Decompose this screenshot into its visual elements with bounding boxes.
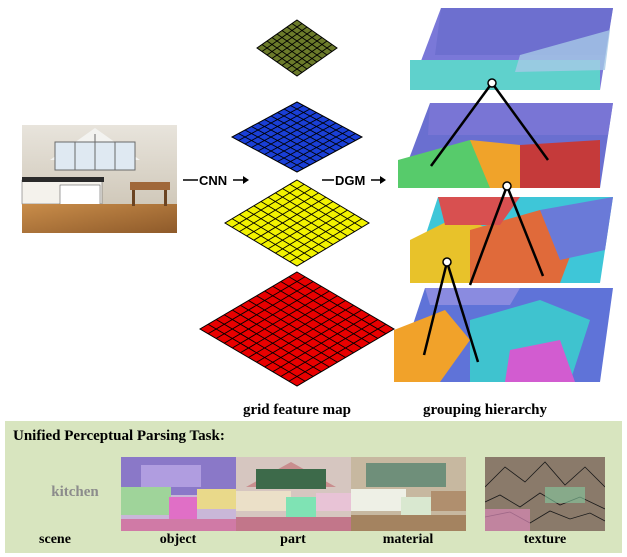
hierarchy-nodes	[442, 78, 512, 267]
cnn-arrow: CNN	[183, 173, 249, 188]
grid-map-blue	[230, 101, 364, 173]
task-panel: Unified Perceptual Parsing Task: kitchen	[5, 421, 622, 553]
kitchen-photo	[21, 125, 177, 233]
hierarchy-lines	[422, 82, 550, 363]
dgm-label: DGM	[335, 173, 365, 188]
grouping-hierarchy-caption: grouping hierarchy	[423, 402, 548, 418]
grid-map-red	[199, 271, 395, 387]
hierarchy-layer-1	[410, 8, 613, 90]
scene-value: kitchen	[51, 484, 99, 500]
material-thumbnail	[351, 457, 466, 531]
grid-feature-map-caption: grid feature map	[243, 402, 351, 418]
panel-title: Unified Perceptual Parsing Task:	[13, 428, 225, 444]
object-thumbnail	[121, 457, 236, 531]
task-label-texture: texture	[523, 532, 567, 547]
texture-thumbnail	[485, 457, 605, 531]
task-label-part: part	[280, 532, 306, 547]
dgm-arrow: DGM	[322, 173, 386, 188]
hierarchy-layer-3	[410, 197, 613, 283]
task-label-object: object	[159, 532, 197, 547]
task-label-scene: scene	[39, 532, 71, 547]
hierarchy-layer-2	[398, 103, 613, 188]
part-thumbnail	[236, 457, 351, 531]
hierarchy-layer-4	[394, 288, 613, 382]
cnn-label: CNN	[199, 173, 227, 188]
grid-feature-maps	[199, 19, 395, 387]
task-label-material: material	[382, 532, 434, 547]
grid-map-yellow	[224, 179, 370, 267]
grid-map-top	[256, 19, 338, 77]
